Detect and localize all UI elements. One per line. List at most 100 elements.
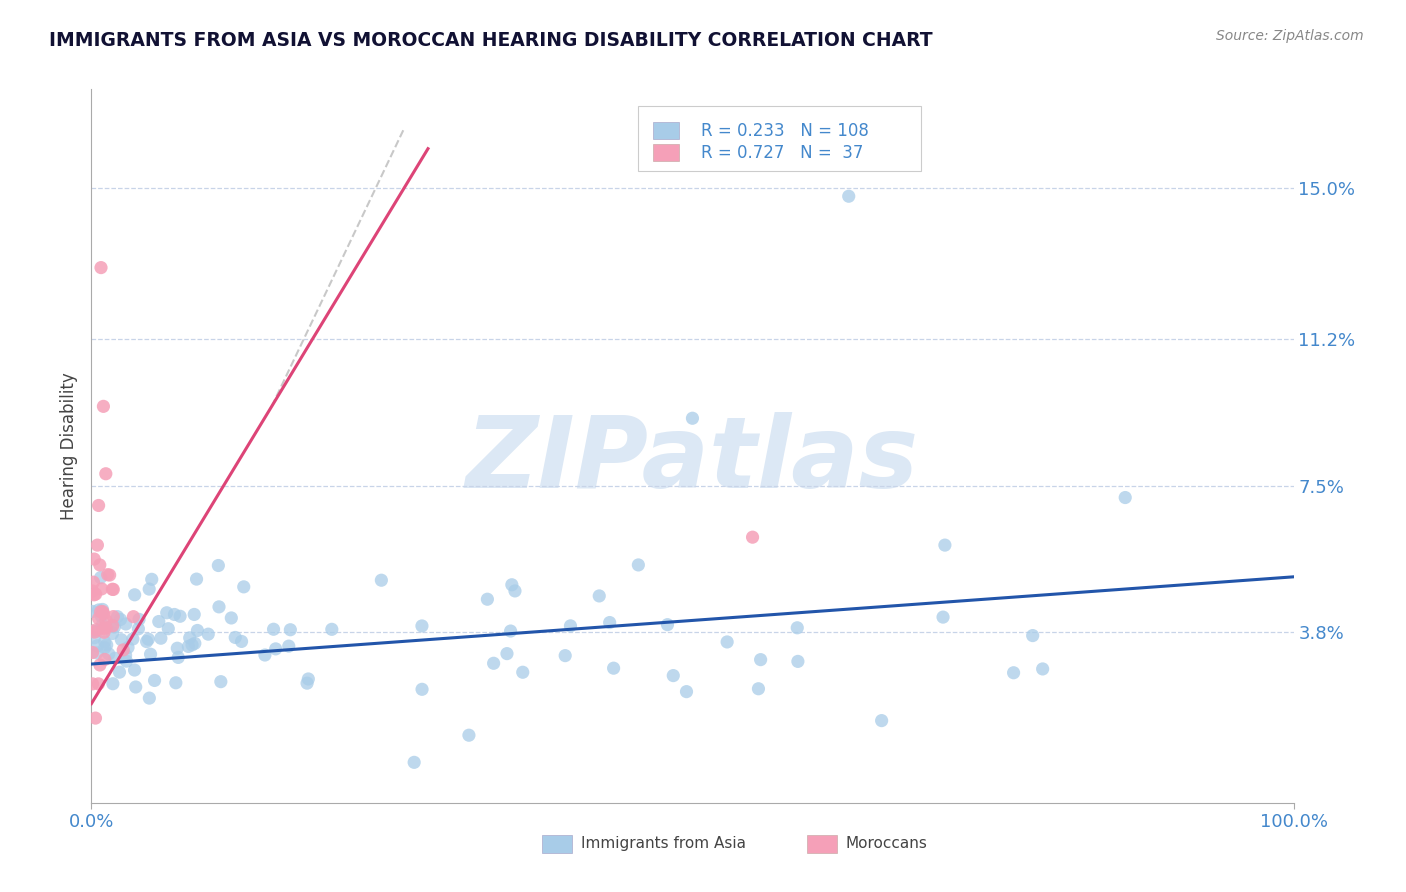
Point <box>404 756 426 770</box>
Bar <box>652 145 679 161</box>
Point <box>83 588 105 602</box>
Point <box>207 558 229 573</box>
Point <box>370 573 392 587</box>
Point <box>122 632 145 646</box>
Point <box>127 622 149 636</box>
Point <box>128 612 150 626</box>
Point <box>482 657 505 671</box>
Point <box>82 584 104 599</box>
Point <box>103 582 125 597</box>
Point <box>94 621 117 635</box>
Point <box>295 676 318 690</box>
Point <box>138 691 160 706</box>
Point <box>114 648 136 663</box>
Point <box>94 652 117 666</box>
Point <box>108 665 131 680</box>
Point <box>107 609 129 624</box>
Point <box>86 624 108 639</box>
Text: IMMIGRANTS FROM ASIA VS MOROCCAN HEARING DISABILITY CORRELATION CHART: IMMIGRANTS FROM ASIA VS MOROCCAN HEARING… <box>49 31 932 50</box>
Point <box>84 623 107 637</box>
Point <box>224 631 246 645</box>
Point <box>749 652 772 666</box>
Point <box>82 575 104 590</box>
Point <box>93 640 115 655</box>
Point <box>83 552 105 566</box>
Y-axis label: Hearing Disability: Hearing Disability <box>59 372 77 520</box>
Point <box>458 728 481 742</box>
Point <box>98 568 121 582</box>
Point <box>786 621 808 635</box>
Point <box>103 609 125 624</box>
Point <box>157 622 180 636</box>
Point <box>675 684 697 698</box>
Point <box>125 680 148 694</box>
Point <box>277 639 299 653</box>
Point <box>179 631 201 645</box>
Point <box>93 607 115 621</box>
Point <box>662 668 685 682</box>
Point <box>96 638 118 652</box>
Point <box>112 643 135 657</box>
Point <box>86 639 108 653</box>
Point <box>86 646 108 660</box>
Point <box>82 604 104 618</box>
Point <box>87 611 110 625</box>
Point <box>97 647 120 661</box>
Point <box>231 634 253 648</box>
Point <box>84 711 107 725</box>
Point <box>149 631 172 645</box>
Point <box>411 619 433 633</box>
Point <box>681 411 703 425</box>
Point <box>93 625 115 640</box>
Point <box>264 641 287 656</box>
Point <box>115 654 138 668</box>
Point <box>496 647 519 661</box>
Point <box>209 674 232 689</box>
Point <box>103 620 125 634</box>
Point <box>84 587 107 601</box>
Point <box>141 572 163 586</box>
Point <box>499 624 522 638</box>
Point <box>104 651 127 665</box>
Point <box>208 599 231 614</box>
Point <box>184 636 207 650</box>
Point <box>1002 665 1025 680</box>
Point <box>183 607 205 622</box>
Point <box>110 612 132 626</box>
Point <box>870 714 893 728</box>
Point <box>139 647 162 661</box>
Text: Immigrants from Asia: Immigrants from Asia <box>581 836 745 851</box>
Point <box>838 189 860 203</box>
Text: R = 0.233   N = 108: R = 0.233 N = 108 <box>700 121 869 139</box>
Point <box>90 571 112 585</box>
Point <box>101 619 124 633</box>
Point <box>90 582 112 596</box>
Point <box>82 645 104 659</box>
Point <box>934 538 956 552</box>
Point <box>90 609 112 624</box>
Text: R = 0.727   N =  37: R = 0.727 N = 37 <box>700 144 863 161</box>
Point <box>221 611 243 625</box>
Point <box>321 623 343 637</box>
Point <box>166 641 188 656</box>
Bar <box>543 835 572 853</box>
Point <box>477 592 499 607</box>
Point <box>143 673 166 688</box>
Point <box>588 589 610 603</box>
Point <box>167 650 190 665</box>
Point <box>87 677 110 691</box>
Point <box>94 613 117 627</box>
Point <box>114 617 136 632</box>
Point <box>786 654 808 668</box>
Point <box>90 260 112 275</box>
Point <box>93 635 115 649</box>
Point <box>117 640 139 655</box>
Text: Source: ZipAtlas.com: Source: ZipAtlas.com <box>1216 29 1364 43</box>
Point <box>82 677 104 691</box>
Point <box>297 672 319 686</box>
Point <box>501 578 523 592</box>
Point <box>1114 491 1136 505</box>
Point <box>124 588 146 602</box>
Point <box>411 682 433 697</box>
Point <box>657 617 679 632</box>
